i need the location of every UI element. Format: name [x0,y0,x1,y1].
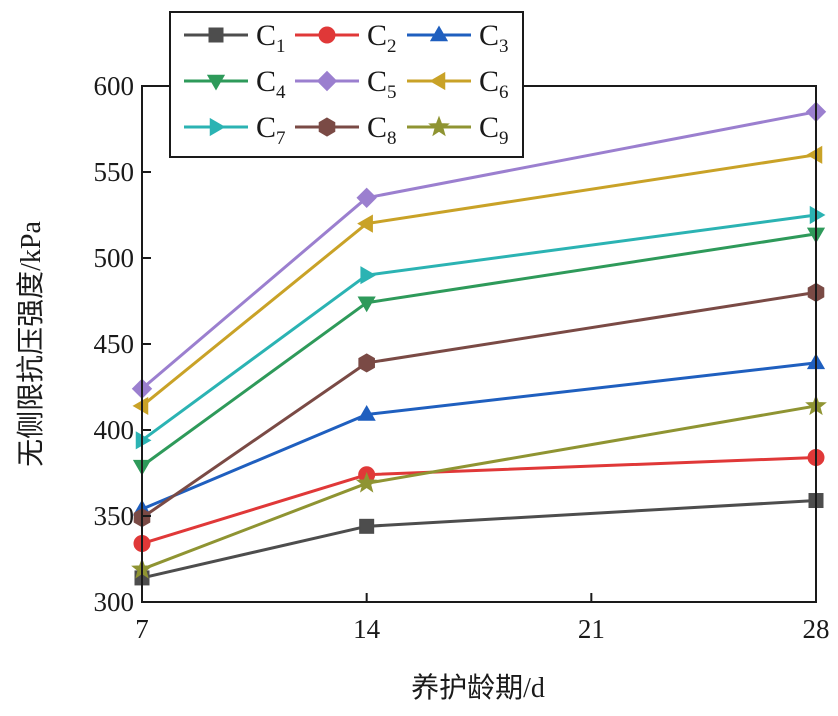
series-c1 [134,493,824,586]
legend-entry-c3: C3 [407,19,509,57]
series-c8 [133,282,825,528]
legend-entry-c9: C9 [407,111,509,149]
legend-marker [209,117,226,137]
series-c7 [135,205,826,450]
y-tick-label: 350 [94,501,135,531]
legend-label-sub: 3 [499,36,509,57]
legend-label-sub: 4 [276,82,286,103]
legend-marker [318,26,336,44]
legend-label-sub: 9 [499,128,509,149]
series-layer [131,101,827,586]
legend-entry-c7: C7 [184,111,286,149]
x-tick-label: 21 [578,614,605,644]
data-point-c7-28 [809,205,826,225]
legend-label-sub: 2 [387,36,397,57]
legend-marker [316,70,338,92]
y-tick-label: 450 [94,329,135,359]
series-line-c3 [141,361,817,511]
y-axis-title: 无侧限抗压强度/kPa [15,221,47,467]
data-point-c7-7 [135,431,152,450]
y-tick-label: 600 [94,71,135,101]
y-tick-label: 550 [94,157,135,187]
x-axis-title: 养护龄期/d [411,672,545,704]
legend-marker [206,74,226,91]
y-tick-label: 400 [94,415,135,445]
data-point-c6-14 [357,214,373,233]
legend-entry-c1: C1 [184,19,286,57]
legend-marker [428,115,450,137]
data-point-c6-7 [132,396,149,416]
legend-marker [429,71,446,91]
legend-label: C9 [479,111,509,149]
series-c6 [132,145,823,416]
series-c3 [132,353,826,516]
data-point-c3-14 [357,405,376,421]
series-line-c4 [141,232,817,468]
data-point-c4-14 [357,296,376,313]
legend-label-sub: 1 [276,36,286,57]
series-c4 [132,227,826,476]
legend-label-sub: 6 [499,82,509,103]
legend-label-sub: 8 [387,128,397,149]
x-tick-label: 7 [135,614,149,644]
legend-marker [208,27,224,43]
y-tick-label: 300 [94,587,135,617]
data-point-c5-14 [356,187,377,209]
legend-label-sub: 5 [387,82,397,103]
data-point-c9-14 [355,471,378,493]
series-c9 [131,394,827,579]
x-tick-label: 14 [353,614,381,644]
legend-marker [429,25,449,42]
legend-label-sub: 7 [276,128,286,149]
data-point-c1-14 [359,518,375,534]
x-tick-label: 28 [803,614,830,644]
series-line-c9 [141,404,817,571]
series-line-c8 [141,290,817,519]
data-point-c8-14 [358,353,375,373]
legend-marker [318,117,336,137]
data-point-c6-28 [806,145,823,164]
series-line-c6 [141,153,817,408]
data-point-c7-14 [360,266,377,285]
y-tick-label: 500 [94,243,135,273]
